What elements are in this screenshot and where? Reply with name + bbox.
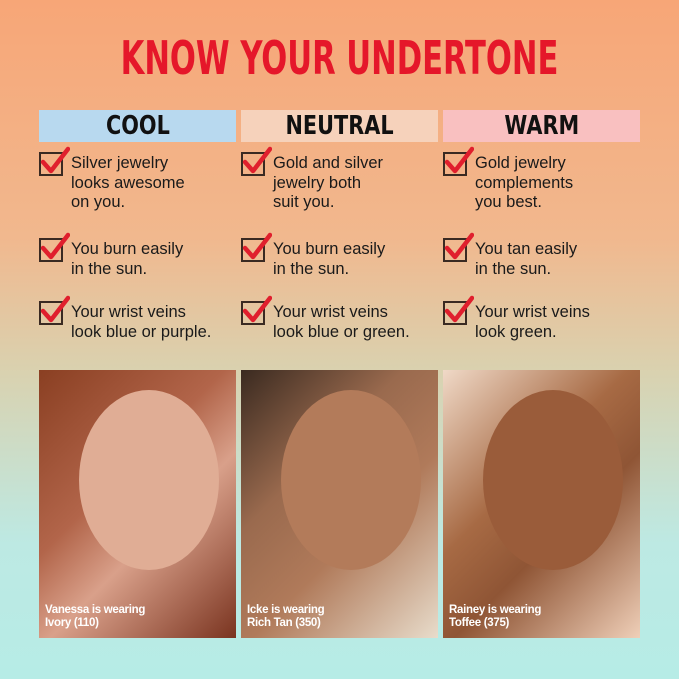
item-line: jewelry both: [273, 173, 362, 192]
item-line: You tan easily: [475, 240, 578, 258]
checkbox-checked-icon: [241, 295, 272, 325]
title-text: KNOW YOUR UNDERTONE: [120, 32, 559, 86]
item-text: You burn easily in the sun.: [71, 240, 183, 279]
caption-line: Icke is wearing: [247, 604, 325, 616]
model-photo: Icke is wearing Rich Tan (350): [241, 370, 438, 638]
caption-line: Rich Tan (350): [247, 617, 321, 629]
caption-line: Vanessa is wearing: [45, 604, 146, 616]
face-shape: [281, 390, 421, 570]
caption-line: Ivory (110): [45, 617, 99, 629]
column-cool: COOL Silver jewelry looks awesome on you. …: [39, 110, 236, 350]
checkbox-checked-icon: [443, 232, 474, 262]
checklist-item: Gold and silver jewelry both suit you.: [241, 146, 383, 213]
checklist-item: Your wrist veins look blue or green.: [241, 295, 410, 342]
checkbox-checked-icon: [241, 146, 272, 176]
item-line: in the sun.: [71, 259, 148, 278]
column-header: WARM: [443, 110, 640, 142]
item-line: Your wrist veins: [273, 303, 388, 321]
column-header: COOL: [39, 110, 236, 142]
item-line: Silver jewelry: [71, 154, 169, 172]
model-photo: Vanessa is wearing Ivory (110): [39, 370, 236, 638]
face-shape: [483, 390, 623, 570]
photo-caption: Icke is wearing Rich Tan (350): [247, 604, 325, 630]
checklist-item: Your wrist veins look blue or purple.: [39, 295, 211, 342]
item-line: Gold jewelry: [475, 154, 566, 172]
photo-caption: Rainey is wearing Toffee (375): [449, 604, 541, 630]
checklist-item: Silver jewelry looks awesome on you.: [39, 146, 185, 213]
column-warm: WARM Gold jewelry complements you best. Yo…: [443, 110, 640, 350]
item-line: in the sun.: [273, 259, 350, 278]
item-text: Gold and silver jewelry both suit you.: [273, 154, 383, 213]
item-line: Your wrist veins: [475, 303, 590, 321]
photo-caption: Vanessa is wearing Ivory (110): [45, 604, 145, 630]
header-text: COOL: [105, 111, 170, 141]
checklist-item: You burn easily in the sun.: [241, 232, 385, 279]
item-line: suit you.: [273, 193, 335, 211]
checkbox-checked-icon: [443, 295, 474, 325]
item-line: look blue or green.: [273, 322, 410, 341]
caption-line: Rainey is wearing: [449, 604, 542, 616]
item-line: look green.: [475, 322, 557, 341]
caption-line: Toffee (375): [449, 617, 510, 629]
item-line: you best.: [475, 193, 542, 211]
checklist-item: You burn easily in the sun.: [39, 232, 183, 279]
checkbox-checked-icon: [241, 232, 272, 262]
item-text: Your wrist veins look green.: [475, 303, 590, 342]
checkbox-checked-icon: [39, 146, 70, 176]
item-line: on you.: [71, 193, 126, 211]
item-text: Silver jewelry looks awesome on you.: [71, 154, 185, 213]
checklist-item: You tan easily in the sun.: [443, 232, 577, 279]
column-neutral: NEUTRAL Gold and silver jewelry both suit …: [241, 110, 438, 350]
item-line: looks awesome: [71, 173, 185, 192]
item-line: You burn easily: [71, 240, 184, 258]
item-text: Gold jewelry complements you best.: [475, 154, 573, 213]
checkbox-checked-icon: [39, 232, 70, 262]
item-line: look blue or purple.: [71, 322, 212, 341]
page-title: KNOW YOUR UNDERTONE: [0, 33, 679, 86]
header-text: NEUTRAL: [285, 111, 394, 141]
column-header: NEUTRAL: [241, 110, 438, 142]
item-text: You tan easily in the sun.: [475, 240, 577, 279]
checklist-item: Gold jewelry complements you best.: [443, 146, 573, 213]
item-text: Your wrist veins look blue or purple.: [71, 303, 211, 342]
item-line: You burn easily: [273, 240, 386, 258]
face-shape: [79, 390, 219, 570]
item-line: Gold and silver: [273, 154, 384, 172]
model-photo: Rainey is wearing Toffee (375): [443, 370, 640, 638]
checkbox-checked-icon: [443, 146, 474, 176]
item-line: in the sun.: [475, 259, 552, 278]
item-line: complements: [475, 173, 574, 192]
item-text: Your wrist veins look blue or green.: [273, 303, 410, 342]
checkbox-checked-icon: [39, 295, 70, 325]
header-text: WARM: [504, 111, 579, 141]
item-text: You burn easily in the sun.: [273, 240, 385, 279]
item-line: Your wrist veins: [71, 303, 186, 321]
checklist-item: Your wrist veins look green.: [443, 295, 590, 342]
